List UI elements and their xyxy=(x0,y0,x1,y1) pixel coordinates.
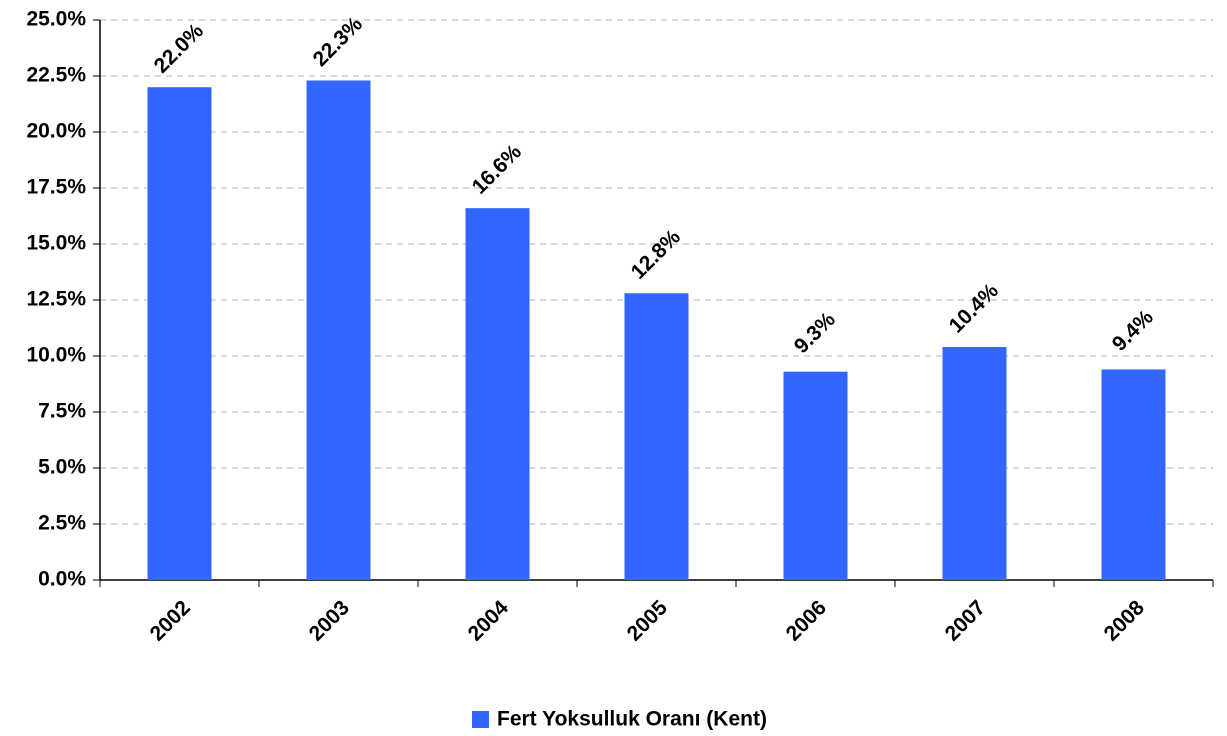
y-tick-label: 5.0% xyxy=(38,456,86,479)
data-label: 16.6% xyxy=(468,140,527,199)
y-tick-label: 22.5% xyxy=(26,64,86,87)
data-label: 10.4% xyxy=(945,279,1004,338)
bar xyxy=(1101,369,1166,580)
y-tick-label: 20.0% xyxy=(26,120,86,143)
y-tick-label: 15.0% xyxy=(26,232,86,255)
y-tick-label: 12.5% xyxy=(26,288,86,311)
data-label: 22.0% xyxy=(150,19,209,78)
x-tick-label: 2003 xyxy=(305,596,354,645)
data-label: 9.4% xyxy=(1108,305,1158,355)
x-tick-label: 2005 xyxy=(623,596,673,646)
bar xyxy=(783,371,848,580)
y-tick-label: 2.5% xyxy=(38,512,86,535)
x-tick-label: 2007 xyxy=(941,596,990,645)
legend-label: Fert Yoksulluk Oranı (Kent) xyxy=(497,708,767,731)
bar xyxy=(465,208,530,580)
x-tick-label: 2004 xyxy=(464,596,514,646)
data-label: 9.3% xyxy=(790,308,840,358)
bar xyxy=(624,293,689,580)
x-tick-label: 2002 xyxy=(146,596,195,645)
bar xyxy=(147,87,212,580)
x-tick-label: 2008 xyxy=(1100,596,1150,646)
legend-swatch xyxy=(472,711,489,728)
x-tick-label: 2006 xyxy=(782,596,831,645)
y-tick-label: 17.5% xyxy=(26,176,86,199)
y-tick-label: 0.0% xyxy=(38,568,86,591)
bar xyxy=(942,347,1007,580)
data-label: 12.8% xyxy=(627,225,686,284)
y-tick-label: 10.0% xyxy=(26,344,86,367)
bar xyxy=(306,80,371,580)
y-tick-label: 25.0% xyxy=(26,8,86,31)
y-tick-label: 7.5% xyxy=(38,400,86,423)
data-label: 22.3% xyxy=(309,12,368,71)
